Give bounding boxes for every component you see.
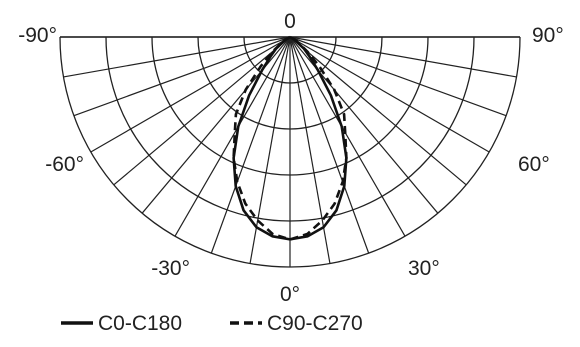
angle-label: 0° [280,283,300,306]
angle-label: -30° [151,257,190,280]
grid-spoke [113,36,291,186]
angle-labels: 0 -90° 90° -60° 60° -30° 30° 0° [18,10,564,306]
grid-spoke [174,36,291,237]
angle-label: 90° [532,24,564,47]
polar-grid [59,36,521,268]
angle-label: -90° [18,24,57,47]
grid-spoke [289,36,406,237]
angle-label: -60° [45,153,84,176]
grid-spoke [289,36,467,186]
grid-spoke [73,36,291,117]
angle-label: 30° [408,257,440,280]
angle-label: 0 [284,10,296,33]
grid-spoke [289,36,507,117]
chart-legend: C0-C180 C90-C270 [61,312,363,335]
series-curve-c0-c180 [232,35,348,241]
grid-spoke [210,36,291,254]
grid-spoke [289,36,370,254]
legend-label: C90-C270 [267,312,363,335]
grid-spoke [90,36,291,153]
intensity-curves [232,35,348,241]
legend-label: C0-C180 [98,312,182,335]
grid-spoke [289,36,517,78]
grid-spoke [63,36,291,78]
angle-label: 60° [518,153,550,176]
series-curve-c90-c270 [232,35,348,241]
grid-spoke [289,36,490,153]
